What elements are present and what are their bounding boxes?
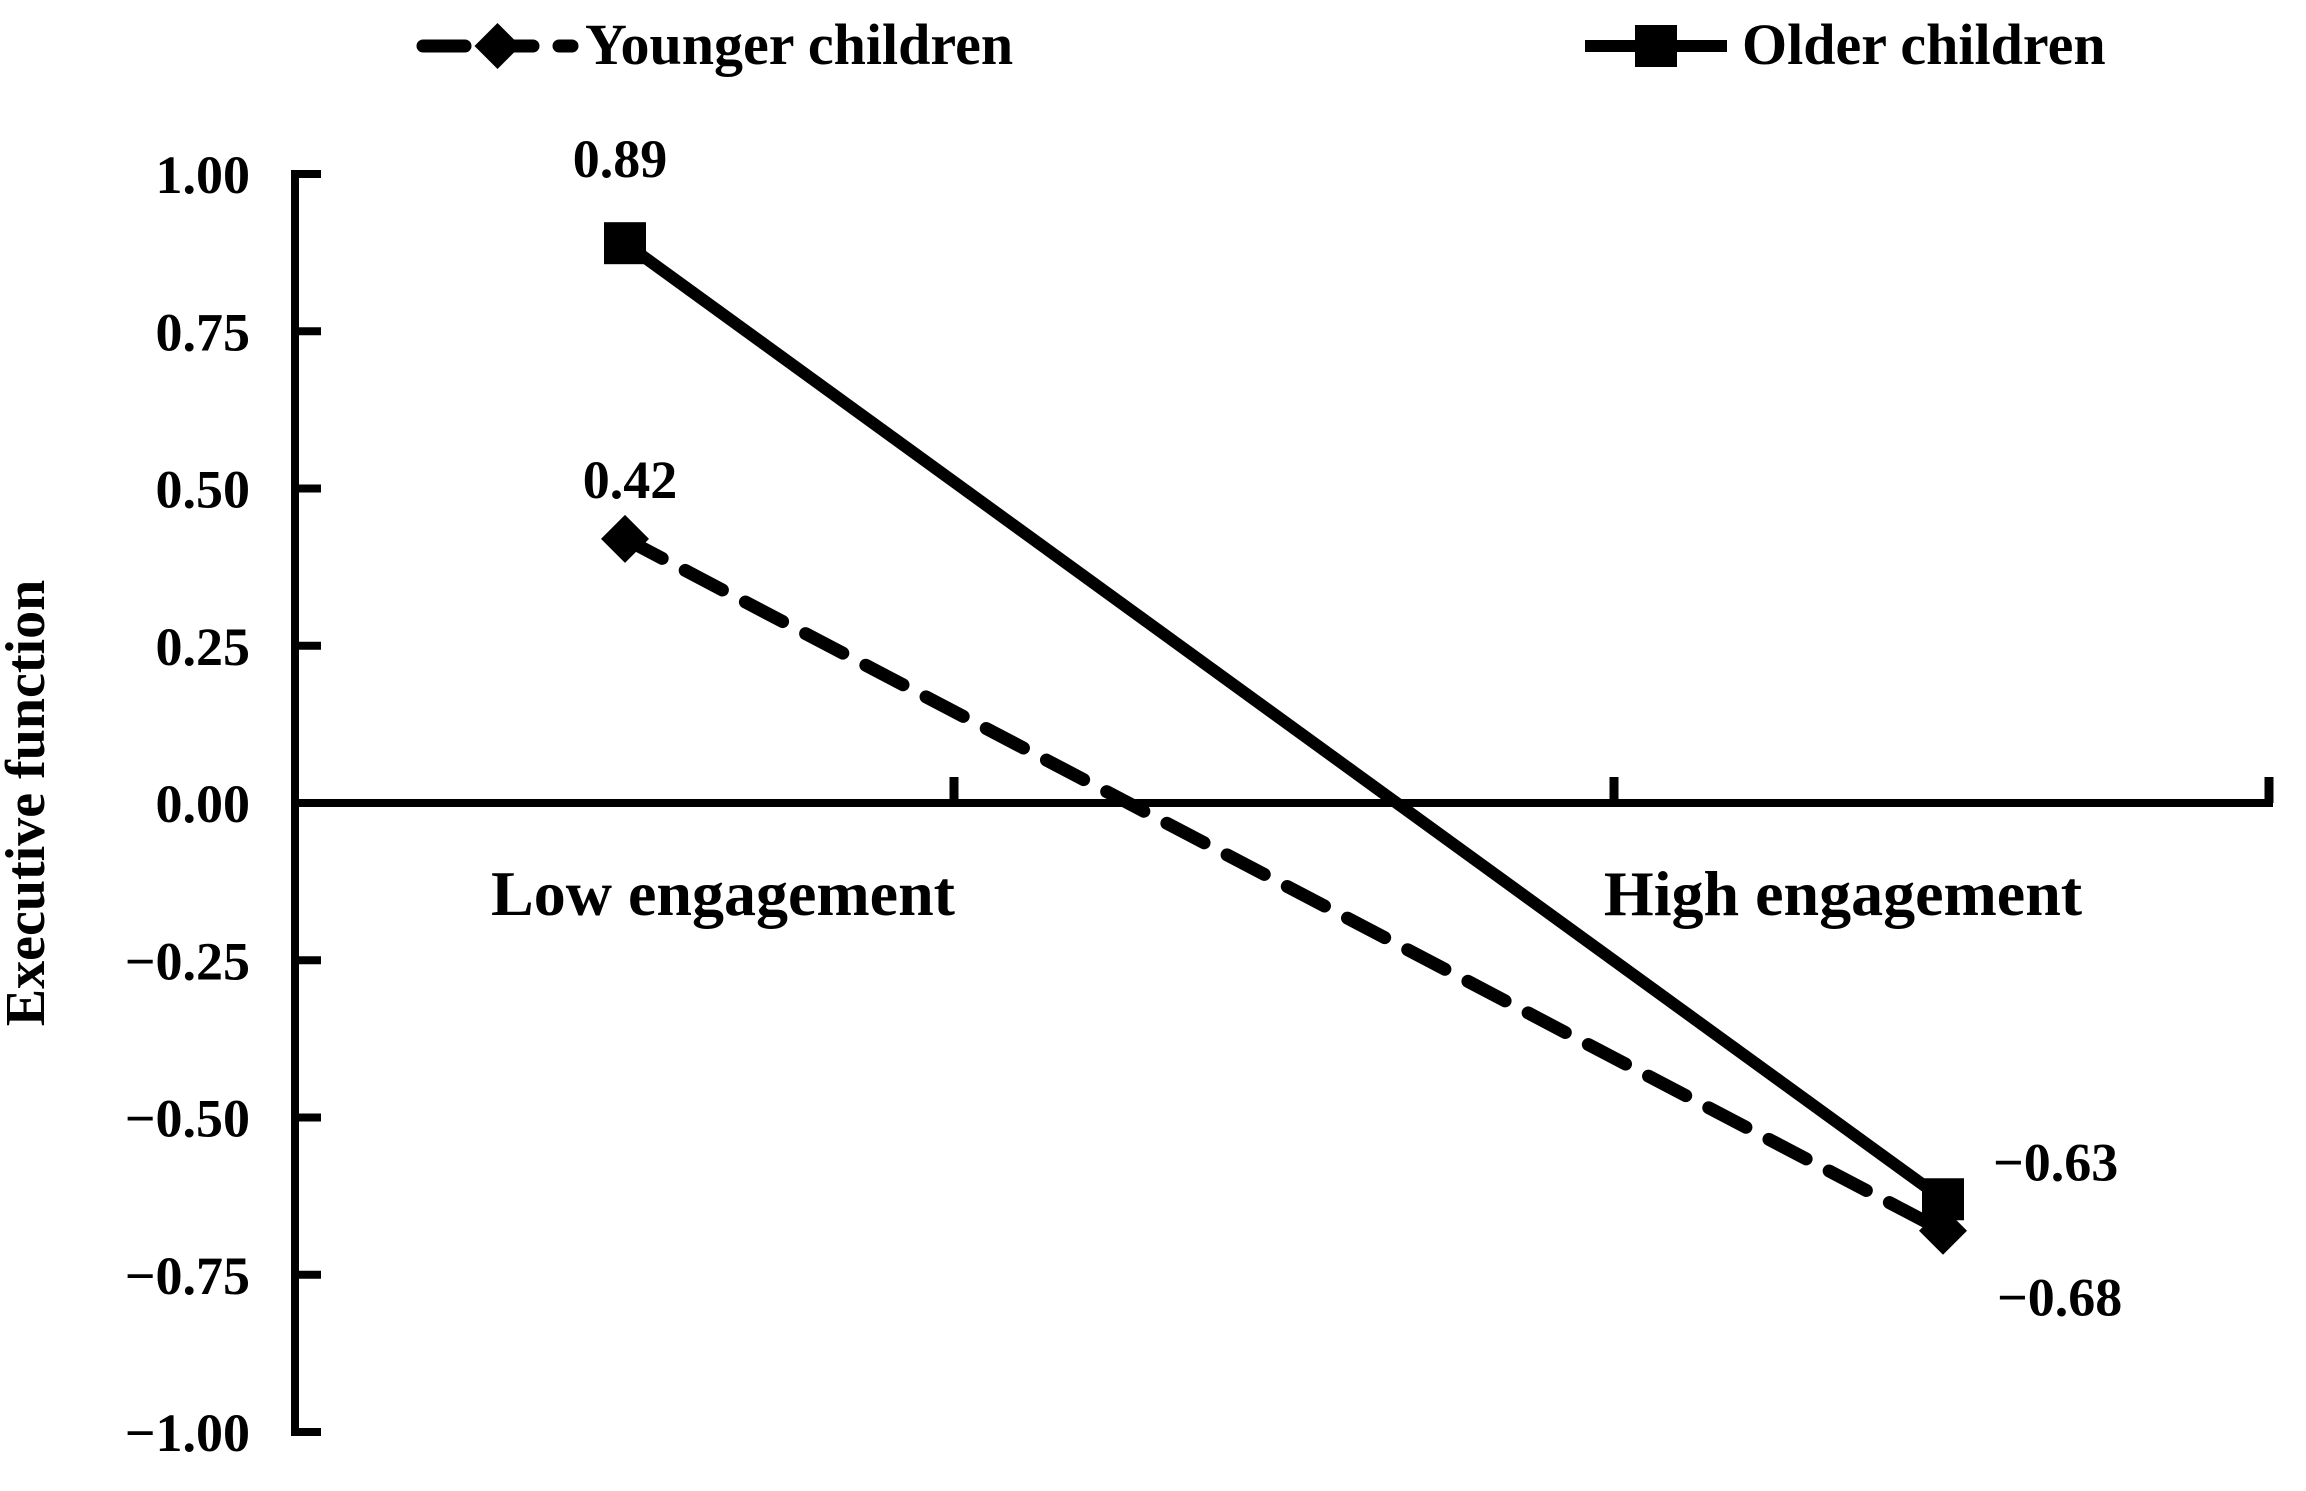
y-axis-tick-label: 0.50 xyxy=(156,460,251,520)
y-axis-title: Executive function xyxy=(0,580,57,1026)
series-line-younger-children xyxy=(618,532,1950,1238)
y-axis-tick-label: 0.00 xyxy=(156,774,251,834)
y-axis-tick-label: 0.25 xyxy=(156,617,251,677)
y-axis-tick-label: 1.00 xyxy=(156,145,251,205)
plot-area: 0.42 −0.68 0.89 −0.63 xyxy=(573,129,2123,1328)
data-point-label: 0.42 xyxy=(583,450,678,510)
data-point-label: 0.89 xyxy=(573,129,668,189)
square-marker-icon xyxy=(1635,25,1677,67)
x-category-label-high: High engagement xyxy=(1604,858,2083,929)
legend-item-older-children xyxy=(1585,25,1727,67)
diamond-marker-icon xyxy=(601,514,649,563)
x-category-label-low: Low engagement xyxy=(491,858,956,929)
y-axis-tick-label: −0.25 xyxy=(125,931,250,991)
legend-item-younger-children xyxy=(416,23,579,69)
y-axis-tick-label: −0.50 xyxy=(125,1089,250,1149)
legend-label-older-children: Older children xyxy=(1742,12,2106,77)
square-marker-icon xyxy=(604,222,646,265)
data-point-label: −0.63 xyxy=(1993,1132,2118,1192)
legend xyxy=(416,23,1727,69)
square-marker-icon xyxy=(1922,1178,1964,1221)
data-point-label: −0.68 xyxy=(1997,1268,2122,1328)
axes-group: 1.00 0.75 0.50 0.25 0.00 −0.25 −0.50 −0.75 −1.00 xyxy=(125,145,2274,1463)
y-axis-tick-label: 0.75 xyxy=(156,302,251,362)
legend-label-younger-children: Younger children xyxy=(585,12,1013,77)
y-axis-tick-label: −1.00 xyxy=(125,1403,250,1463)
y-axis-tick-label: −0.75 xyxy=(125,1246,250,1306)
series-line-older-children xyxy=(621,238,1947,1205)
diamond-marker-icon xyxy=(474,23,521,69)
